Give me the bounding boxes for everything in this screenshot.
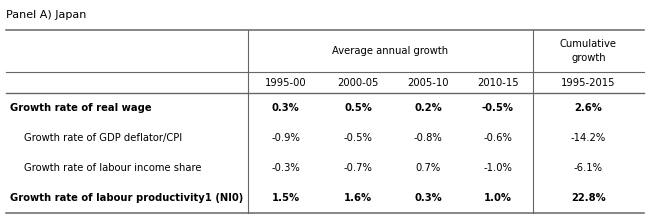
Text: -0.5%: -0.5% xyxy=(482,103,514,113)
Text: -14.2%: -14.2% xyxy=(571,133,606,143)
Text: -0.6%: -0.6% xyxy=(484,133,512,143)
Text: 0.5%: 0.5% xyxy=(344,103,372,113)
Text: 1.0%: 1.0% xyxy=(484,193,512,203)
Text: 2010-15: 2010-15 xyxy=(477,78,519,87)
Text: -0.5%: -0.5% xyxy=(344,133,372,143)
Text: 0.2%: 0.2% xyxy=(414,103,442,113)
Text: 2.6%: 2.6% xyxy=(575,103,603,113)
Text: 2005-10: 2005-10 xyxy=(408,78,448,87)
Text: -0.9%: -0.9% xyxy=(271,133,300,143)
Text: -6.1%: -6.1% xyxy=(574,163,603,173)
Text: 1995-00: 1995-00 xyxy=(265,78,306,87)
Text: Cumulative
growth: Cumulative growth xyxy=(560,39,617,63)
Text: 22.8%: 22.8% xyxy=(571,193,606,203)
Text: -0.3%: -0.3% xyxy=(271,163,300,173)
Text: 0.3%: 0.3% xyxy=(414,193,442,203)
Text: 1.5%: 1.5% xyxy=(272,193,300,203)
Text: -0.7%: -0.7% xyxy=(344,163,372,173)
Text: 0.3%: 0.3% xyxy=(272,103,300,113)
Text: Average annual growth: Average annual growth xyxy=(332,46,448,56)
Text: 1995-2015: 1995-2015 xyxy=(561,78,616,87)
Text: 2000-05: 2000-05 xyxy=(337,78,379,87)
Text: -1.0%: -1.0% xyxy=(484,163,512,173)
Text: 1.6%: 1.6% xyxy=(344,193,372,203)
Text: Growth rate of labour income share: Growth rate of labour income share xyxy=(24,163,202,173)
Text: -0.8%: -0.8% xyxy=(413,133,443,143)
Text: 0.7%: 0.7% xyxy=(415,163,441,173)
Text: Growth rate of real wage: Growth rate of real wage xyxy=(10,103,151,113)
Text: Growth rate of GDP deflator/CPI: Growth rate of GDP deflator/CPI xyxy=(24,133,182,143)
Text: Growth rate of labour productivity1 (NI0): Growth rate of labour productivity1 (NI0… xyxy=(10,193,243,203)
Text: Panel A) Japan: Panel A) Japan xyxy=(6,10,86,20)
